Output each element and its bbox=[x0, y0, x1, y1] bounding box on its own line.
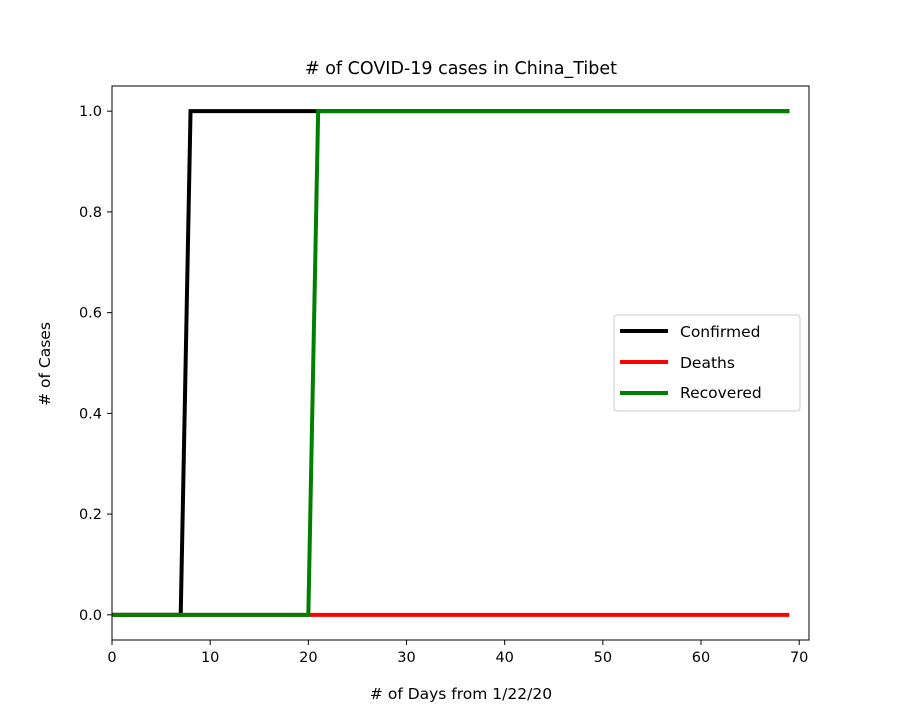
x-axis-label: # of Days from 1/22/20 bbox=[370, 685, 552, 703]
x-tick-label: 0 bbox=[107, 650, 116, 666]
y-tick-label: 1.0 bbox=[79, 104, 102, 120]
y-tick-label: 0.6 bbox=[79, 306, 102, 322]
x-tick-label: 10 bbox=[201, 650, 219, 666]
x-tick-label: 70 bbox=[790, 650, 808, 666]
legend-entry-deaths: Deaths bbox=[620, 354, 735, 372]
legend: Confirmed Deaths Recovered bbox=[613, 314, 801, 412]
legend-label-confirmed: Confirmed bbox=[680, 323, 760, 341]
y-tick-label: 0.2 bbox=[79, 507, 102, 523]
y-tick-label: 0.4 bbox=[79, 406, 102, 422]
y-axis-ticks: 0.0 0.2 0.4 0.6 0.8 1.0 bbox=[79, 104, 112, 624]
series-line-recovered bbox=[112, 109, 790, 617]
legend-entry-confirmed: Confirmed bbox=[620, 323, 760, 341]
series-layer bbox=[112, 109, 790, 617]
legend-box bbox=[613, 314, 801, 412]
y-axis-label: # of Cases bbox=[36, 322, 54, 406]
x-tick-label: 30 bbox=[397, 650, 415, 666]
chart-title: # of COVID-19 cases in China_Tibet bbox=[305, 59, 617, 79]
x-tick-label: 20 bbox=[299, 650, 317, 666]
legend-label-deaths: Deaths bbox=[680, 354, 735, 372]
x-tick-label: 50 bbox=[594, 650, 612, 666]
x-tick-label: 40 bbox=[495, 650, 513, 666]
legend-label-recovered: Recovered bbox=[680, 384, 762, 402]
plot-frame bbox=[111, 85, 810, 641]
x-tick-label: 60 bbox=[692, 650, 710, 666]
y-tick-label: 0.0 bbox=[79, 608, 102, 624]
legend-entry-recovered: Recovered bbox=[620, 384, 762, 402]
y-tick-label: 0.8 bbox=[79, 205, 102, 221]
x-axis-ticks: 0 10 20 30 40 50 60 70 bbox=[107, 640, 808, 666]
